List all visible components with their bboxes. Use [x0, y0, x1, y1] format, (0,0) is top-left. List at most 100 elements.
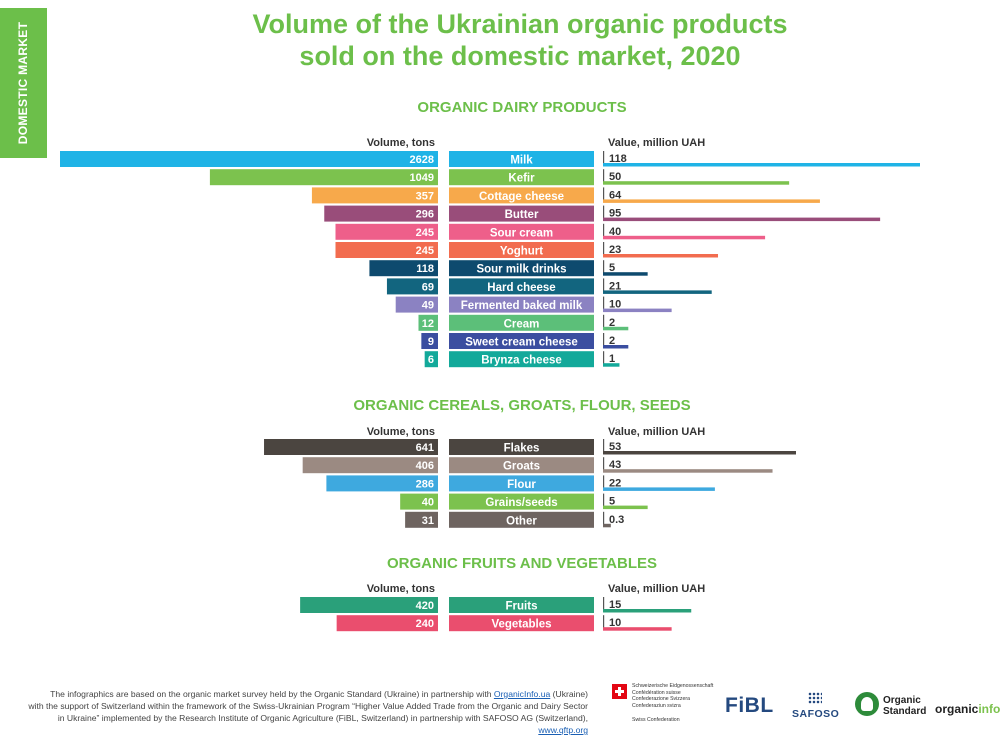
volume-label: 6 [428, 354, 434, 366]
footer-line1-text: The infographics are based on the organi… [50, 689, 494, 699]
volume-label: 245 [416, 227, 434, 239]
value-axis-tick [603, 511, 605, 525]
volume-bar [326, 475, 438, 492]
value-label: 1 [609, 353, 615, 365]
volume-bar [335, 223, 438, 240]
category-label: Flour [507, 479, 536, 491]
value-header: Value, million UAH [608, 583, 705, 595]
volume-bar [209, 169, 438, 186]
category-box [449, 333, 594, 349]
volume-bar [302, 457, 438, 474]
value-bar [603, 217, 881, 222]
value-bar [603, 326, 629, 331]
value-bar [603, 163, 920, 167]
category-box [449, 242, 594, 258]
value-axis-tick [603, 278, 605, 292]
value-label: 21 [609, 280, 621, 292]
volume-label: 286 [416, 478, 434, 490]
category-box [449, 493, 594, 510]
value-axis-tick [603, 333, 605, 346]
safoso-logo: SAFOSO [792, 708, 840, 720]
value-label: 53 [609, 441, 621, 453]
value-axis-tick [603, 187, 605, 201]
category-box [449, 597, 594, 613]
volume-bar [400, 493, 438, 510]
category-label: Sweet cream cheese [465, 337, 578, 349]
value-bar [603, 235, 766, 240]
value-label: 118 [609, 153, 627, 165]
volume-label: 357 [416, 190, 434, 202]
category-label: Cottage cheese [479, 191, 564, 203]
volume-label: 12 [422, 318, 434, 330]
footer-line3-text: in Ukraine” implemented by the Research … [57, 713, 588, 723]
volume-label: 406 [416, 460, 434, 472]
value-label: 95 [609, 208, 621, 220]
page-title: Volume of the Ukrainian organic products… [220, 8, 820, 72]
volume-bar [300, 597, 438, 613]
partner-logos: Schweizerische Eidgenossenschaft Confédé… [610, 680, 1000, 729]
volume-bar [386, 278, 438, 295]
value-label: 15 [609, 599, 621, 611]
domestic-market-tab: DOMESTIC MARKET [0, 8, 47, 158]
value-bar [603, 272, 648, 276]
value-label: 64 [609, 189, 622, 201]
value-axis-tick [603, 493, 605, 507]
organic-standard-tree-icon [855, 692, 879, 716]
volume-bar [60, 151, 438, 167]
category-box [449, 615, 594, 632]
category-label: Other [506, 515, 537, 527]
volume-header: Volume, tons [367, 426, 435, 438]
volume-label: 641 [416, 442, 434, 454]
category-label: Butter [505, 209, 539, 221]
value-axis-tick [603, 223, 605, 237]
category-box [449, 457, 594, 474]
category-label: Brynza cheese [481, 355, 562, 367]
value-axis-tick [603, 260, 605, 274]
category-box [449, 511, 594, 528]
volume-bar [324, 205, 438, 222]
value-header: Value, million UAH [608, 426, 705, 438]
qftp-link[interactable]: www.qftp.org [538, 725, 588, 735]
volume-label: 31 [422, 515, 434, 527]
value-bar [603, 181, 790, 185]
category-label: Fermented baked milk [461, 300, 583, 312]
category-box [449, 296, 594, 313]
volume-bar [395, 296, 438, 313]
volume-header: Volume, tons [367, 137, 435, 149]
value-axis-tick [603, 169, 605, 183]
title-line-1: Volume of the Ukrainian organic products [252, 9, 788, 39]
value-axis-tick [603, 205, 605, 219]
category-box [449, 223, 594, 240]
organicinfo-link[interactable]: OrganicInfo.ua [493, 689, 551, 699]
value-label: 5 [609, 262, 615, 274]
value-axis-tick [603, 242, 605, 255]
value-axis-tick [603, 351, 605, 365]
category-label: Vegetables [491, 619, 551, 631]
value-label: 22 [609, 477, 621, 489]
category-label: Hard cheese [487, 282, 555, 294]
value-bar [603, 345, 629, 349]
value-bar [603, 469, 773, 473]
volume-label: 2628 [410, 154, 434, 166]
category-box [449, 151, 594, 167]
volume-bar [369, 260, 438, 277]
value-bar [603, 290, 712, 294]
volume-header: Volume, tons [367, 583, 435, 595]
category-label: Grains/seeds [485, 497, 557, 509]
value-bar [603, 505, 648, 510]
organicinfo-logo: organicinfo [935, 702, 1000, 716]
volume-label: 49 [422, 300, 434, 312]
volume-bar [424, 351, 438, 368]
value-bar [603, 308, 672, 313]
value-bar [603, 363, 620, 367]
category-box [449, 278, 594, 295]
category-label: Sour cream [490, 227, 553, 239]
category-box [449, 169, 594, 186]
value-axis-tick [603, 151, 605, 164]
value-axis-tick [603, 615, 605, 629]
section-title: ORGANIC DAIRY PRODUCTS [417, 99, 626, 116]
category-label: Fruits [506, 601, 538, 613]
volume-bar [335, 242, 438, 258]
category-box [449, 351, 594, 368]
title-line-2: sold on the domestic market, 2020 [299, 41, 741, 71]
